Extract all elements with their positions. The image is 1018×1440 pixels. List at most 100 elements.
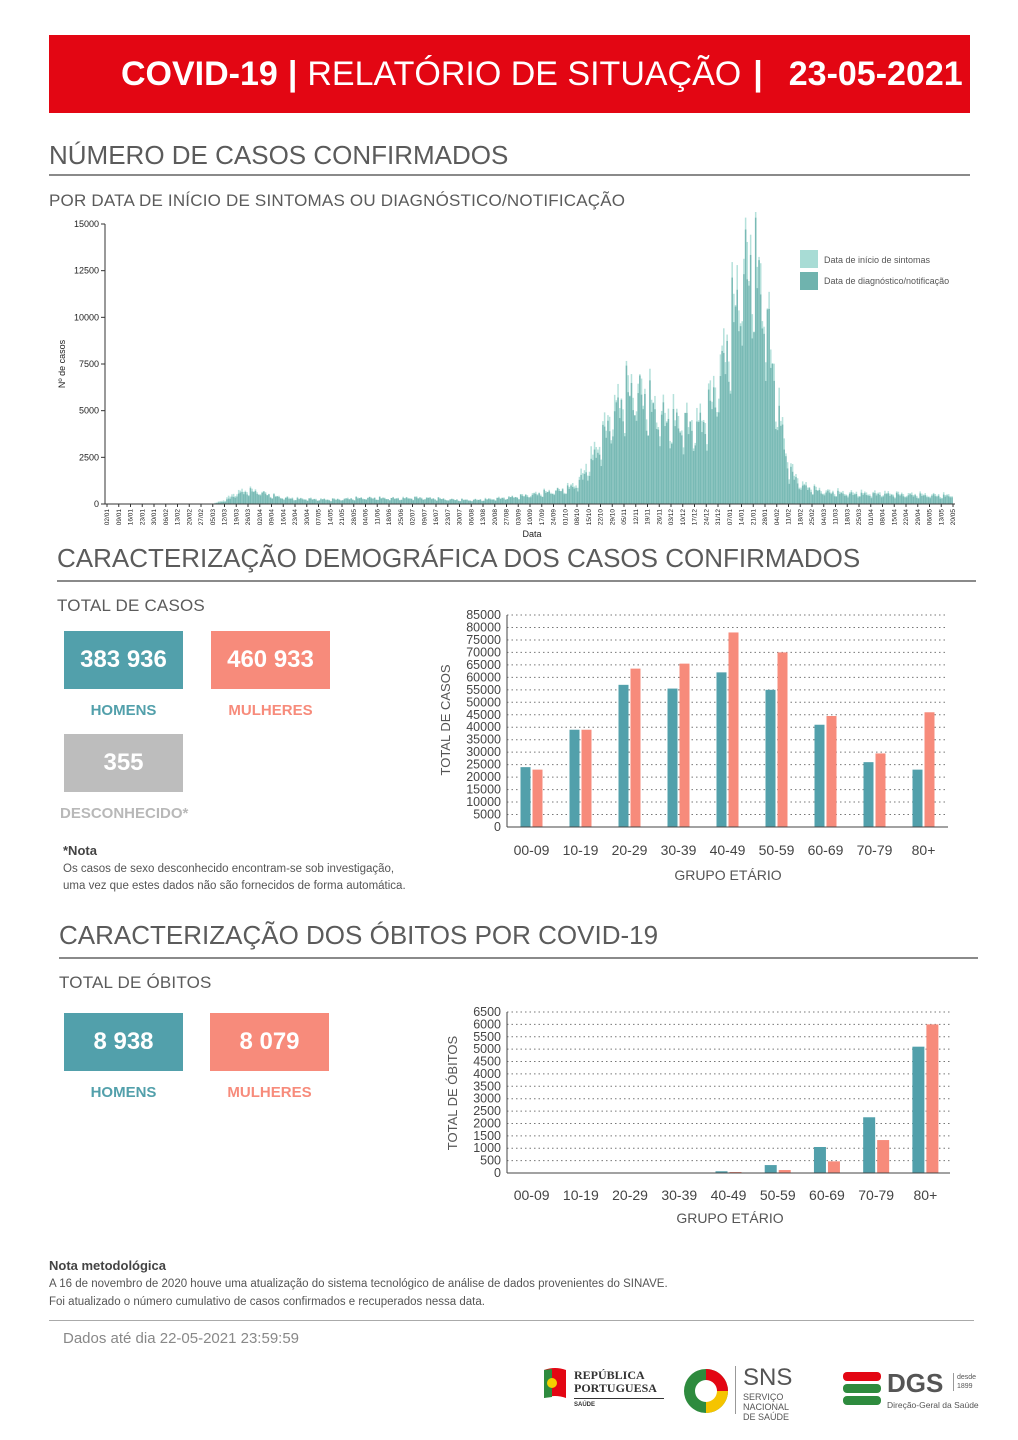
epi-diagnosis-bar [493, 499, 495, 504]
epi-diagnosis-bar [253, 492, 255, 504]
epi-diagnosis-bar [822, 494, 824, 504]
epi-diagnosis-bar [785, 456, 787, 504]
epi-diagnosis-bar [949, 497, 952, 504]
cases-y-tick-label: 30000 [466, 745, 501, 759]
epi-diagnosis-bar [563, 494, 566, 504]
deaths-y-tick-label: 4000 [473, 1067, 501, 1081]
epi-diagnosis-bar [486, 499, 488, 504]
epi-diagnosis-bar [561, 489, 564, 504]
epi-diagnosis-bar [624, 436, 626, 504]
epi-diagnosis-bar [355, 497, 357, 504]
epi-diagnosis-bar [553, 495, 556, 504]
epi-diagnosis-bar [830, 494, 832, 504]
epi-x-tick-label: 16/04 [280, 509, 287, 526]
epi-x-tick-label: 18/02 [797, 509, 804, 526]
epi-diagnosis-bar [874, 493, 876, 504]
epi-diagnosis-bar [853, 494, 856, 504]
epi-diagnosis-bar [947, 496, 950, 504]
women-cases-box: 460 933 [211, 631, 330, 689]
epi-diagnosis-bar [672, 409, 675, 504]
methodology-title: Nota metodológica [49, 1258, 167, 1273]
cases-y-tick-label: 5000 [473, 808, 501, 822]
epi-diagnosis-bar [780, 425, 782, 504]
epi-diagnosis-bar [481, 501, 483, 504]
epi-diagnosis-bar [838, 494, 841, 504]
epi-diagnosis-bar [681, 435, 683, 504]
dgs-year: 1899 [957, 1383, 973, 1390]
dgs-since: desde [957, 1374, 977, 1381]
deaths-category-label: 80+ [914, 1187, 938, 1203]
epi-diagnosis-bar [227, 498, 230, 504]
epi-y-tick-label: 12500 [74, 266, 99, 276]
epi-diagnosis-bar [647, 435, 650, 504]
epi-diagnosis-bar [637, 393, 639, 504]
deaths-category-label: 20-29 [612, 1187, 648, 1203]
epi-x-tick-label: 14/01 [739, 509, 746, 526]
epi-diagnosis-bar [907, 495, 910, 504]
epi-diagnosis-bar [766, 309, 769, 504]
epi-diagnosis-bar [941, 498, 943, 504]
epi-diagnosis-bar [788, 483, 791, 504]
section-divider [49, 174, 970, 176]
section-divider [57, 580, 976, 582]
deaths-category-label: 70-79 [858, 1187, 894, 1203]
note-line-1: Os casos de sexo desconhecido encontram-… [63, 863, 395, 875]
epi-x-tick-label: 05/11 [621, 509, 628, 525]
epi-x-tick-label: 04/06 [363, 509, 370, 526]
cases-bar-women [728, 632, 739, 827]
epi-diagnosis-bar [375, 499, 378, 504]
deaths-y-tick-label: 5500 [473, 1030, 501, 1044]
cases-y-tick-label: 75000 [466, 633, 501, 647]
epi-x-tick-label: 07/05 [316, 509, 323, 526]
epi-diagnosis-bar [358, 498, 361, 504]
section-title-cases: NÚMERO DE CASOS CONFIRMADOS [49, 140, 509, 170]
epi-x-tick-label: 17/12 [692, 509, 699, 526]
deaths-y-tick-label: 500 [480, 1154, 501, 1168]
cases-bar-women [679, 663, 690, 827]
men-deaths-box: 8 938 [64, 1013, 183, 1071]
epi-diagnosis-bar [612, 436, 614, 504]
epi-diagnosis-bar [798, 489, 801, 504]
epi-x-tick-label: 24/09 [551, 509, 558, 526]
epi-diagnosis-bar [479, 499, 482, 504]
epi-diagnosis-bar [456, 499, 458, 504]
epi-x-tick-label: 27/08 [504, 509, 511, 526]
epi-diagnosis-bar [669, 448, 671, 504]
cases-bar-women [875, 753, 886, 827]
epi-diagnosis-bar [600, 466, 603, 504]
epi-diagnosis-bar [771, 364, 774, 504]
epi-ylabel: Nº de casos [57, 339, 67, 388]
epi-diagnosis-bar [400, 499, 403, 504]
epi-diagnosis-bar [684, 412, 686, 504]
epi-x-tick-label: 22/04 [903, 509, 910, 526]
epi-diagnosis-bar [900, 494, 903, 504]
epi-x-tick-label: 03/09 [515, 509, 522, 526]
epi-diagnosis-bar [300, 498, 302, 504]
epi-diagnosis-bar [578, 479, 581, 504]
epi-diagnosis-bar [677, 428, 680, 504]
deaths-ylabel: TOTAL DE ÓBITOS [445, 1035, 460, 1150]
epi-diagnosis-bar [372, 498, 374, 504]
epi-diagnosis-bar [850, 492, 853, 504]
epi-diagnosis-bar [823, 495, 826, 504]
epi-diagnosis-bar [897, 494, 900, 504]
epi-diagnosis-bar [226, 499, 228, 504]
epi-diagnosis-bar [577, 491, 579, 504]
deaths-category-label: 30-39 [661, 1187, 697, 1203]
epi-diagnosis-bar [803, 485, 806, 504]
total-deaths-label: TOTAL DE ÓBITOS [59, 973, 212, 992]
epi-diagnosis-bar [222, 501, 225, 504]
epi-diagnosis-bar [363, 499, 366, 504]
epi-diagnosis-bar [471, 501, 473, 504]
epi-diagnosis-bar [242, 494, 245, 504]
epi-diagnosis-bar [338, 500, 341, 504]
epi-diagnosis-bar [741, 345, 744, 504]
epi-diagnosis-bar [550, 493, 552, 504]
epi-diagnosis-bar [870, 498, 873, 504]
epi-diagnosis-bar [726, 340, 728, 504]
epi-diagnosis-bar [632, 410, 634, 504]
note-title: *Nota [63, 843, 97, 858]
epi-diagnosis-bar [790, 466, 792, 504]
section-divider [59, 957, 978, 959]
epi-diagnosis-bar [350, 498, 352, 504]
